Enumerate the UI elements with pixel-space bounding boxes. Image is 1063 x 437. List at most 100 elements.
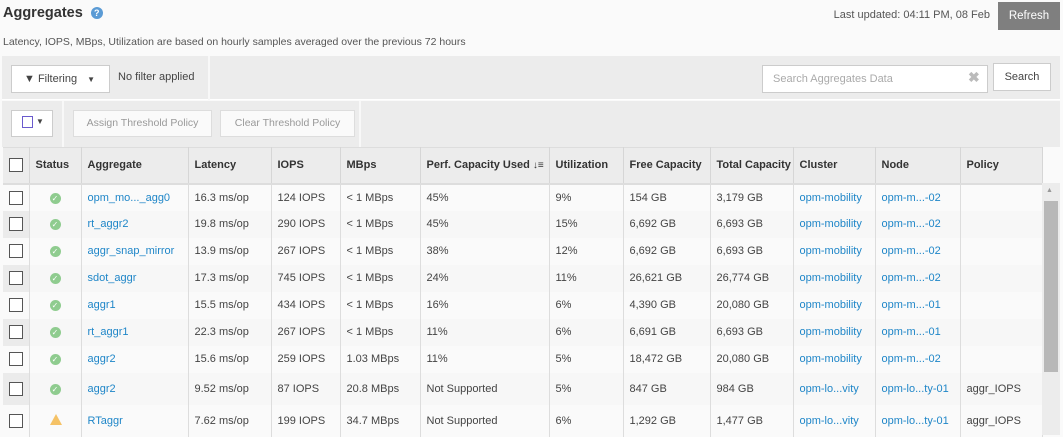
aggregate-link[interactable]: rt_aggr1 [87,326,129,338]
clear-threshold-policy-button[interactable]: Clear Threshold Policy [220,110,355,137]
search-button[interactable]: Search [993,63,1051,91]
free-cell: 6,692 GB [623,210,711,238]
column-header-iops[interactable]: IOPS [271,147,341,185]
latency-cell: 15.5 ms/op [188,291,272,319]
table-row[interactable]: ✓ aggr2 15.6 ms/op 259 IOPS 1.03 MBps 11% 5% 18… [3,345,1043,373]
select-checkbox-icon[interactable] [22,116,33,128]
row-checkbox[interactable] [3,372,30,405]
table-row[interactable]: RTaggr 7.62 ms/op 199 IOPS 34.7 MBps Not Sup… [3,404,1043,437]
cluster-link[interactable]: opm-mobility [799,326,862,338]
aggregate-link[interactable]: sdot_aggr [87,272,137,284]
column-header-aggregate[interactable]: Aggregate [81,147,189,185]
perf-value: 11% [426,326,448,338]
aggregate-link[interactable]: aggr_snap_mirror [87,245,175,257]
scrollbar-thumb[interactable] [1044,201,1058,372]
table-row[interactable]: ✓ aggr1 15.5 ms/op 434 IOPS < 1 MBps 16% 6% 4,3… [3,291,1043,319]
perf-cell: 16% [420,291,550,319]
node-cell: opm-lo...ty-01 [875,372,961,405]
column-header-policy[interactable]: Policy [960,147,1043,185]
total-value: 3,179 GB [716,191,763,204]
row-checkbox[interactable] [3,237,30,265]
aggregate-link[interactable]: opm_mo..._agg0 [87,191,171,204]
perf-cell: Not Supported [420,372,550,405]
column-header-total-capacity[interactable]: Total Capacity [710,147,794,185]
assign-threshold-policy-button[interactable]: Assign Threshold Policy [73,110,212,137]
refresh-button[interactable]: Refresh [998,2,1060,30]
row-checkbox[interactable] [3,404,30,437]
row-checkbox[interactable] [3,318,30,346]
cluster-link[interactable]: opm-lo...vity [799,382,859,395]
node-link[interactable]: opm-lo...ty-01 [881,414,949,427]
row-checkbox[interactable] [3,183,30,211]
util-value: 6% [555,299,572,311]
mbps-cell: 34.7 MBps [340,404,421,437]
policy-cell [960,183,1043,211]
table-row[interactable]: ✓ aggr2 9.52 ms/op 87 IOPS 20.8 MBps Not Supp… [3,372,1043,405]
aggregate-link[interactable]: rt_aggr2 [87,218,129,230]
column-header-utilization[interactable]: Utilization [549,147,624,185]
column-header-free-capacity[interactable]: Free Capacity [623,147,711,185]
node-link[interactable]: opm-m...-01 [881,299,941,311]
table-row[interactable]: ✓ rt_aggr2 19.8 ms/op 290 IOPS < 1 MBps 45% 15… [3,210,1043,238]
iops-cell: 87 IOPS [271,372,341,405]
latency-value: 16.3 ms/op [194,191,249,204]
row-checkbox[interactable] [3,291,30,319]
column-header-status[interactable]: Status [29,147,82,185]
node-link[interactable]: opm-lo...ty-01 [881,382,949,395]
table-row[interactable]: ✓ sdot_aggr 17.3 ms/op 745 IOPS < 1 MBps 24% 1… [3,264,1043,292]
column-header-node[interactable]: Node [875,147,961,185]
filtering-button[interactable]: ▼ Filtering ▼ [11,65,110,93]
util-cell: 11% [549,264,624,292]
cluster-link[interactable]: opm-mobility [799,272,862,284]
cluster-link[interactable]: opm-mobility [799,191,862,204]
perf-value: 45% [426,218,449,230]
sort-descending-icon[interactable]: ↓≡ [532,160,544,172]
total-value: 6,693 GB [716,245,763,257]
node-link[interactable]: opm-m...-02 [881,191,941,204]
cluster-link[interactable]: opm-mobility [799,299,862,311]
column-header-cluster[interactable]: Cluster [793,147,876,185]
latency-value: 19.8 ms/op [194,218,249,230]
total-cell: 6,693 GB [710,210,794,238]
status-cell [29,404,82,437]
help-icon[interactable]: ? [90,7,103,19]
free-cell: 6,692 GB [623,237,711,265]
cluster-link[interactable]: opm-lo...vity [799,414,859,427]
clear-search-icon[interactable]: ✖ [968,69,980,85]
column-header-latency[interactable]: Latency [188,147,272,185]
node-link[interactable]: opm-m...-02 [881,218,941,230]
mbps-value: < 1 MBps [346,299,394,311]
mbps-cell: < 1 MBps [340,264,421,292]
select-all-checkbox[interactable] [3,147,30,185]
title-area: Aggregates ? [3,5,103,21]
node-link[interactable]: opm-m...-02 [881,245,941,257]
util-cell: 5% [549,345,624,373]
scroll-up-icon[interactable]: ▲ [1046,187,1053,194]
policy-cell [960,210,1043,238]
node-cell: opm-lo...ty-01 [875,404,961,437]
column-header-mbps[interactable]: MBps [340,147,421,185]
aggregate-link[interactable]: RTaggr [87,414,123,427]
table-row[interactable]: ✓ opm_mo..._agg0 16.3 ms/op 124 IOPS < 1 MBp… [3,183,1043,211]
column-header-perf-capacity-used[interactable]: Perf. Capacity Used ↓≡ [420,147,550,185]
perf-cell: 11% [420,345,550,373]
table-row[interactable]: ✓ rt_aggr1 22.3 ms/op 267 IOPS < 1 MBps 11% 6%… [3,318,1043,346]
column-label: IOPS [277,159,304,172]
cluster-link[interactable]: opm-mobility [799,218,862,230]
cluster-link[interactable]: opm-mobility [799,245,862,257]
cluster-link[interactable]: opm-mobility [799,353,862,365]
search-input[interactable]: Search Aggregates Data [762,65,988,93]
cluster-cell: opm-lo...vity [793,404,876,437]
table-row[interactable]: ✓ aggr_snap_mirror 13.9 ms/op 267 IOPS < 1 M… [3,237,1043,265]
row-checkbox[interactable] [3,210,30,238]
node-link[interactable]: opm-m...-02 [881,272,941,284]
node-link[interactable]: opm-m...-02 [881,353,941,365]
node-link[interactable]: opm-m...-01 [881,326,941,338]
aggregate-link[interactable]: aggr2 [87,382,116,395]
row-checkbox[interactable] [3,264,30,292]
row-checkbox[interactable] [3,345,30,373]
column-label: MBps [346,159,377,172]
column-label: Perf. Capacity Used [426,159,530,172]
aggregate-link[interactable]: aggr2 [87,353,116,365]
aggregate-link[interactable]: aggr1 [87,299,116,311]
